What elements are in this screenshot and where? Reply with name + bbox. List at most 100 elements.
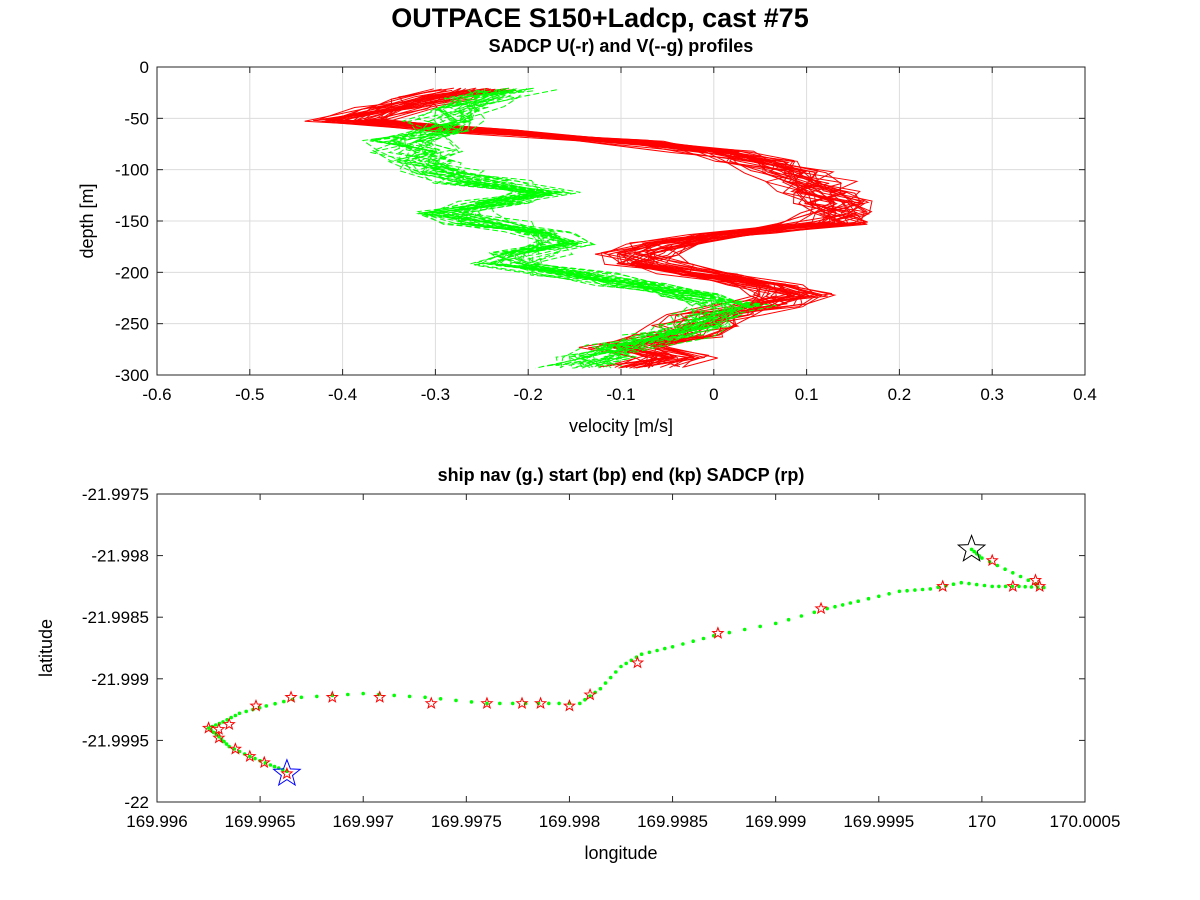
profile-x-tick-label: -0.2 bbox=[514, 385, 543, 404]
ship-nav-point bbox=[598, 686, 603, 691]
nav-x-tick-label: 169.9975 bbox=[431, 812, 502, 831]
nav-y-axis-label: latitude bbox=[36, 619, 56, 677]
ship-nav-point bbox=[972, 549, 976, 554]
ship-nav-point bbox=[272, 764, 277, 769]
nav-y-tick-label: -21.999 bbox=[91, 670, 149, 689]
ship-nav-point bbox=[897, 589, 902, 594]
ship-nav-point bbox=[758, 624, 762, 629]
ship-nav-point bbox=[498, 701, 502, 706]
ship-nav-point bbox=[214, 723, 218, 727]
ship-nav-point bbox=[299, 695, 304, 700]
u-velocity-profile bbox=[330, 90, 814, 367]
ship-nav-point bbox=[647, 650, 652, 655]
ship-nav-point bbox=[913, 588, 917, 592]
nav-x-tick-label: 169.9995 bbox=[843, 812, 914, 831]
ship-nav-point bbox=[1026, 578, 1031, 582]
ship-nav-point bbox=[969, 547, 974, 552]
sadcp-star-marker bbox=[1028, 573, 1043, 586]
ship-nav-point bbox=[959, 580, 964, 585]
sadcp-star-marker bbox=[284, 690, 298, 703]
sadcp-star-marker bbox=[562, 698, 577, 712]
ship-nav-point bbox=[469, 700, 474, 704]
ship-nav-point bbox=[583, 697, 587, 702]
velocity-profile-plot: SADCP U(-r) and V(--g) profiles -0.6 -0.5… bbox=[77, 36, 1097, 436]
sadcp-star-marker bbox=[325, 690, 339, 703]
ship-nav-point bbox=[423, 695, 427, 700]
nav-y-tick-label: -21.998 bbox=[91, 547, 149, 566]
sadcp-star-marker bbox=[212, 731, 226, 744]
v-velocity-profile bbox=[361, 89, 695, 367]
sadcp-star-marker bbox=[630, 655, 645, 669]
ship-nav-point bbox=[639, 652, 644, 656]
profile-axis-ticks: -0.6 -0.5 -0.4 -0.3 -0.2 -0.1 0 0.1 0.2 0.3 0.4 0 -5… bbox=[115, 58, 1097, 404]
sadcp-star-marker bbox=[280, 766, 294, 780]
sadcp-star-marker bbox=[583, 687, 597, 701]
ship-nav-point bbox=[974, 582, 979, 587]
nav-plot-background bbox=[157, 494, 1085, 802]
ship-nav-point bbox=[786, 617, 791, 622]
ship-nav-point bbox=[346, 692, 350, 697]
profile-x-tick-label: 0 bbox=[709, 385, 718, 404]
nav-x-tick-label: 169.998 bbox=[539, 812, 600, 831]
ship-nav-point bbox=[920, 587, 925, 592]
ship-nav-point bbox=[438, 697, 443, 701]
profile-y-tick-label: -250 bbox=[115, 315, 149, 334]
u-velocity-profile bbox=[369, 89, 873, 368]
start-star-marker bbox=[272, 758, 302, 787]
profile-y-axis-label: depth [m] bbox=[77, 183, 97, 258]
sadcp-star-marker bbox=[515, 696, 529, 710]
sadcp-star-marker bbox=[480, 696, 494, 710]
profile-x-tick-label: -0.6 bbox=[142, 385, 171, 404]
nav-x-tick-label: 169.996 bbox=[126, 812, 187, 831]
ship-nav-point bbox=[392, 693, 397, 698]
profile-x-tick-label: 0.3 bbox=[980, 385, 1004, 404]
sadcp-star-marker bbox=[373, 690, 387, 703]
ship-nav-point bbox=[222, 739, 226, 744]
ship-nav-point bbox=[887, 592, 891, 596]
profile-y-tick-label: -100 bbox=[115, 161, 149, 180]
ship-nav-point bbox=[905, 588, 909, 593]
v-velocity-profile bbox=[369, 89, 756, 368]
ship-nav-point bbox=[211, 730, 216, 735]
nav-data bbox=[201, 534, 1047, 787]
ship-nav-point bbox=[619, 664, 623, 669]
ship-nav-point bbox=[1010, 584, 1015, 589]
profile-y-tick-label: -300 bbox=[115, 366, 149, 385]
ship-nav-point bbox=[701, 636, 706, 641]
ship-nav-point bbox=[224, 742, 229, 746]
ship-nav-point bbox=[268, 763, 273, 767]
ship-nav-point bbox=[928, 587, 933, 591]
ship-nav-point bbox=[997, 584, 1001, 589]
ship-nav-point bbox=[206, 726, 211, 730]
profile-data bbox=[304, 87, 873, 369]
nav-y-tick-label: -21.9995 bbox=[82, 731, 149, 750]
nav-x-tick-label: 169.9965 bbox=[225, 812, 296, 831]
nav-x-axis-label: longitude bbox=[584, 843, 657, 863]
sadcp-star-marker bbox=[936, 579, 950, 593]
ship-nav-point bbox=[833, 604, 837, 609]
sadcp-star-marker bbox=[257, 755, 271, 769]
ship-nav-point bbox=[229, 715, 233, 720]
sadcp-star-marker bbox=[212, 722, 226, 735]
ship-nav-point bbox=[655, 648, 659, 653]
ship-nav-point bbox=[840, 603, 845, 607]
ship-nav-point bbox=[866, 596, 871, 601]
profile-x-tick-label: -0.3 bbox=[421, 385, 450, 404]
nav-axis-ticks: 169.996 169.9965 169.997 169.9975 169.998 169… bbox=[82, 485, 1121, 831]
ship-nav-point bbox=[244, 709, 248, 714]
nav-y-tick-label: -21.9985 bbox=[82, 608, 149, 627]
ship-nav-point bbox=[315, 694, 319, 699]
sadcp-star-marker bbox=[533, 696, 548, 710]
ship-nav-point bbox=[557, 701, 561, 706]
ship-nav-point bbox=[982, 583, 987, 588]
ship-nav-point bbox=[670, 645, 675, 649]
ship-nav-point bbox=[1003, 567, 1007, 571]
ship-nav-point bbox=[578, 701, 582, 706]
profile-x-tick-label: 0.2 bbox=[888, 385, 912, 404]
profile-x-tick-label: -0.1 bbox=[606, 385, 635, 404]
figure-title: OUTPACE S150+Ladcp, cast #75 bbox=[391, 3, 808, 33]
ship-nav-point bbox=[1003, 584, 1008, 589]
nav-x-tick-label: 169.997 bbox=[332, 812, 393, 831]
ship-nav-point bbox=[663, 646, 667, 651]
ship-nav-point bbox=[233, 713, 238, 718]
